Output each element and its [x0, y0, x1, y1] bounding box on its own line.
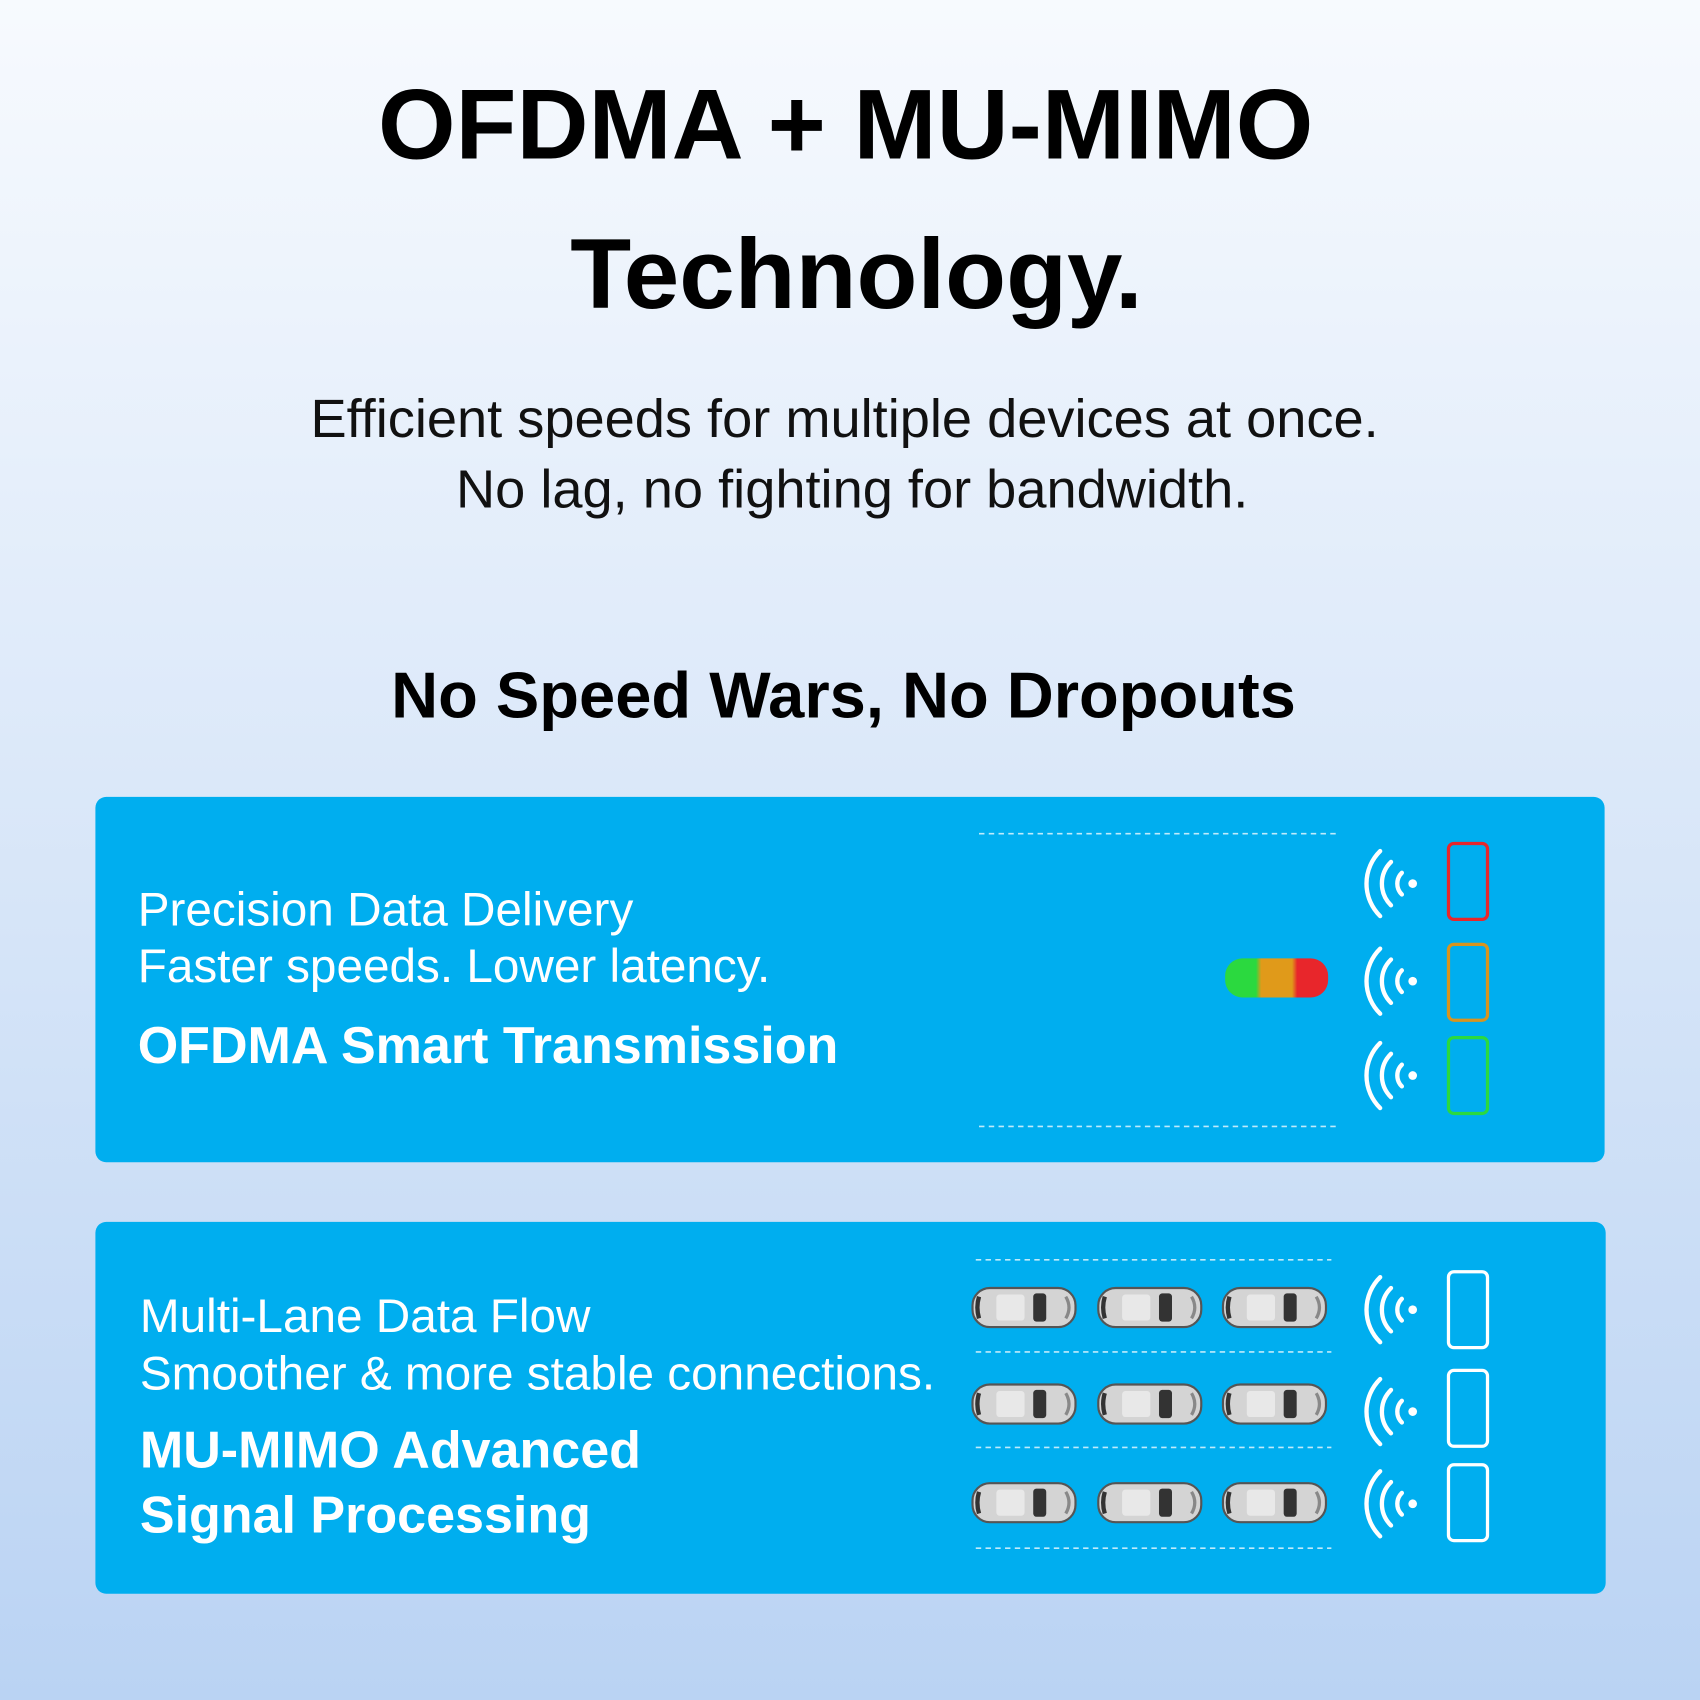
card-title: Signal Processing — [140, 1487, 591, 1545]
card-line: Faster speeds. Lower latency. — [138, 940, 771, 993]
card-line: Multi-Lane Data Flow — [140, 1290, 591, 1343]
card: Multi-Lane Data Flow Smoother & more sta… — [95, 1221, 1606, 1594]
card-title: OFDMA Smart Transmission — [138, 1017, 839, 1075]
title: Technology. — [570, 219, 1143, 330]
card-line: Precision Data Delivery — [138, 883, 634, 936]
phone — [1446, 841, 1490, 922]
card-title: MU-MIMO Advanced — [140, 1422, 641, 1480]
card-line: Smoother & more stable connections. — [140, 1348, 935, 1401]
subtitle: No lag, no fighting for bandwidth. — [456, 460, 1248, 520]
phone — [1446, 1035, 1490, 1116]
phone — [1446, 942, 1490, 1022]
section-heading: No Speed Wars, No Dropouts — [391, 659, 1296, 732]
car — [1225, 958, 1329, 998]
phone — [1446, 1463, 1490, 1543]
phone — [1446, 1270, 1490, 1350]
phone — [1446, 1368, 1490, 1448]
title: OFDMA + MU-MIMO — [378, 70, 1313, 181]
subtitle: Efficient speeds for multiple devices at… — [310, 389, 1378, 449]
card: Precision Data Delivery Faster speeds. L… — [95, 796, 1605, 1163]
